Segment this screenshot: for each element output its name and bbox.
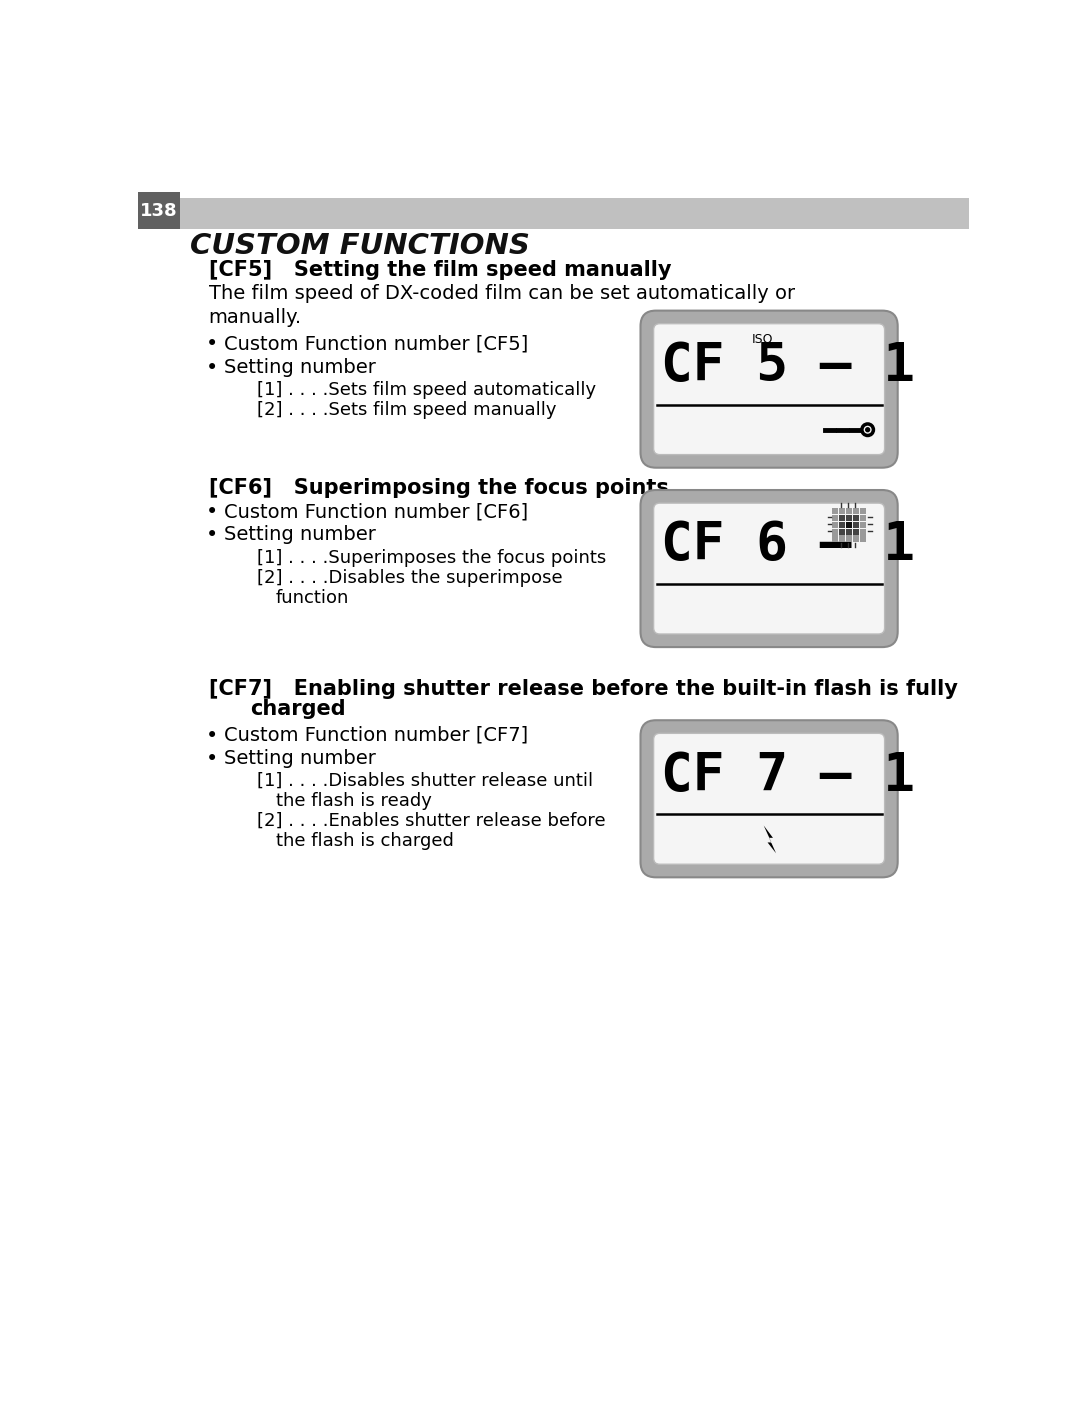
Text: [CF6]   Superimposing the focus points: [CF6] Superimposing the focus points	[208, 478, 669, 498]
Text: •: •	[205, 749, 218, 769]
Bar	[853, 515, 860, 521]
Text: [1] . . . .Sets film speed automatically: [1] . . . .Sets film speed automatically	[257, 381, 596, 398]
Text: •: •	[205, 334, 218, 354]
Text: the flash is charged: the flash is charged	[275, 832, 454, 850]
Bar	[853, 508, 860, 514]
Text: [CF7]   Enabling shutter release before the built-in flash is fully: [CF7] Enabling shutter release before th…	[208, 679, 957, 699]
Polygon shape	[764, 825, 777, 853]
Bar	[833, 522, 838, 528]
Bar	[833, 528, 838, 535]
Text: •: •	[205, 726, 218, 746]
Text: [2] . . . .Enables shutter release before: [2] . . . .Enables shutter release befor…	[257, 812, 606, 831]
Text: the flash is ready: the flash is ready	[275, 792, 431, 811]
Bar	[853, 535, 860, 542]
Text: •: •	[205, 525, 218, 545]
FancyBboxPatch shape	[653, 733, 885, 865]
Text: Custom Function number [CF7]: Custom Function number [CF7]	[224, 726, 528, 745]
Text: •: •	[205, 358, 218, 378]
Text: CF 7 – 1: CF 7 – 1	[661, 749, 916, 802]
Bar	[860, 515, 866, 521]
Text: [1] . . . .Disables shutter release until: [1] . . . .Disables shutter release unti…	[257, 772, 593, 789]
Bar	[846, 535, 852, 542]
Bar	[138, 193, 180, 228]
Bar	[860, 522, 866, 528]
Text: The film speed of DX-coded film can be set automatically or: The film speed of DX-coded film can be s…	[208, 284, 795, 304]
Bar	[846, 508, 852, 514]
Text: Custom Function number [CF5]: Custom Function number [CF5]	[224, 334, 528, 354]
Bar	[846, 515, 852, 521]
Bar	[839, 528, 846, 535]
Bar	[180, 198, 970, 228]
FancyBboxPatch shape	[640, 311, 897, 468]
Bar	[839, 508, 846, 514]
Text: charged: charged	[251, 699, 346, 719]
Text: [2] . . . .Disables the superimpose: [2] . . . .Disables the superimpose	[257, 568, 563, 586]
Text: 138: 138	[139, 201, 177, 220]
Bar	[833, 535, 838, 542]
Bar	[860, 508, 866, 514]
FancyBboxPatch shape	[640, 489, 897, 646]
Text: [CF5]   Setting the film speed manually: [CF5] Setting the film speed manually	[208, 260, 671, 280]
Bar	[839, 522, 846, 528]
Text: ISO: ISO	[752, 332, 773, 345]
FancyBboxPatch shape	[640, 721, 897, 878]
Bar	[833, 508, 838, 514]
Text: manually.: manually.	[208, 308, 301, 327]
Text: Setting number: Setting number	[224, 358, 376, 377]
Text: [1] . . . .Superimposes the focus points: [1] . . . .Superimposes the focus points	[257, 548, 606, 567]
Text: Setting number: Setting number	[224, 525, 376, 545]
Bar	[860, 528, 866, 535]
Bar	[839, 535, 846, 542]
FancyBboxPatch shape	[653, 504, 885, 634]
Text: Setting number: Setting number	[224, 749, 376, 768]
Bar	[846, 522, 852, 528]
Bar	[833, 515, 838, 521]
Text: Custom Function number [CF6]: Custom Function number [CF6]	[224, 502, 528, 521]
Bar	[839, 515, 846, 521]
FancyBboxPatch shape	[653, 324, 885, 455]
Text: [2] . . . .Sets film speed manually: [2] . . . .Sets film speed manually	[257, 401, 556, 418]
Text: CF 6 – 1: CF 6 – 1	[661, 519, 916, 571]
Bar	[853, 528, 860, 535]
Bar	[846, 528, 852, 535]
Circle shape	[866, 428, 869, 431]
Text: function: function	[275, 588, 349, 606]
Bar	[853, 522, 860, 528]
Bar	[860, 535, 866, 542]
Text: CUSTOM FUNCTIONS: CUSTOM FUNCTIONS	[190, 233, 530, 260]
Text: •: •	[205, 502, 218, 522]
Text: CF 5 – 1: CF 5 – 1	[661, 340, 916, 392]
